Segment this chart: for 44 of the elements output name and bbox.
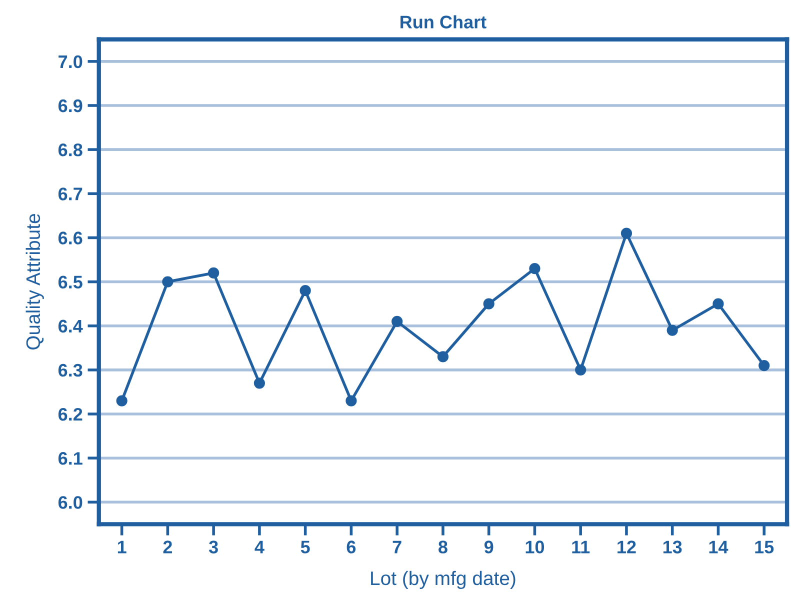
y-tick-label: 6.7 <box>58 188 82 200</box>
x-tick-label: 6 <box>346 540 356 554</box>
y-tick-label: 6.0 <box>58 496 82 509</box>
x-tick-label: 2 <box>163 540 172 554</box>
y-tick-label: 6.9 <box>58 99 82 112</box>
point <box>529 263 540 274</box>
point <box>392 316 403 328</box>
point <box>758 360 770 372</box>
y-tick-label: 6.5 <box>58 276 82 289</box>
point <box>346 395 357 406</box>
y-tick-label: 7.0 <box>58 55 82 68</box>
y-tick-label: 6.1 <box>58 452 82 465</box>
x-tick-label: 14 <box>709 540 728 554</box>
point <box>208 267 220 279</box>
y-tick-label: 6.2 <box>58 408 82 421</box>
point <box>712 298 724 310</box>
y-tick-label: 6.3 <box>58 364 82 377</box>
x-tick-label: 15 <box>755 540 774 554</box>
x-tick-label: 12 <box>618 540 636 554</box>
point <box>116 395 128 406</box>
point <box>620 228 632 239</box>
y-tick-label: 6.8 <box>58 144 82 156</box>
point <box>575 364 586 376</box>
x-tick-label: 10 <box>526 540 544 554</box>
y-axis-title: Quality Attribute <box>26 214 44 350</box>
x-tick-label: 5 <box>300 540 310 554</box>
point <box>483 298 494 310</box>
x-tick-label: 13 <box>663 540 682 554</box>
x-tick-label: 7 <box>392 540 402 554</box>
x-tick-label: 9 <box>484 540 494 554</box>
x-tick-label: 1 <box>118 540 126 554</box>
point <box>666 324 678 336</box>
x-tick-label: 11 <box>572 540 590 554</box>
chart-title: Run Chart <box>400 15 486 28</box>
point <box>254 378 266 389</box>
y-tick-label: 6.4 <box>58 320 83 333</box>
x-tick-label: 4 <box>254 540 264 554</box>
y-tick-label: 6.6 <box>58 232 82 244</box>
x-tick-label: 3 <box>208 540 218 554</box>
point <box>300 285 311 296</box>
x-axis-title: Lot (by mfg date) <box>371 570 516 590</box>
point <box>162 276 174 288</box>
point <box>437 351 449 362</box>
x-tick-label: 8 <box>438 540 448 554</box>
